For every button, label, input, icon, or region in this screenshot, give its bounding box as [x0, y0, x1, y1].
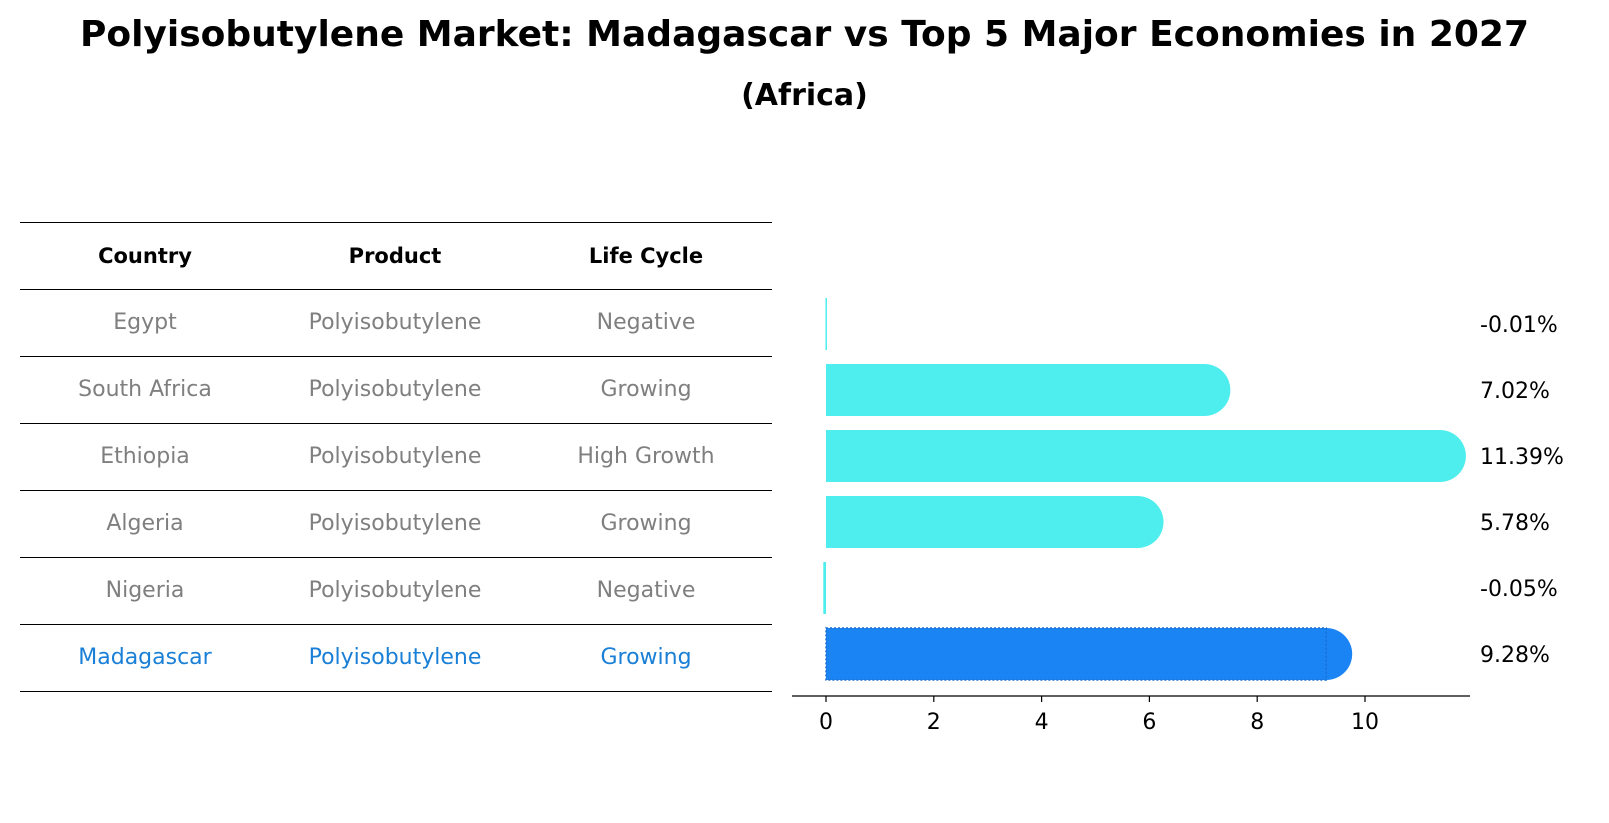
bar-value-label: 9.28% [1480, 643, 1550, 668]
bar-value-label: -0.01% [1480, 313, 1558, 338]
header-country: Country [98, 244, 192, 268]
product-cell: Polyisobutylene [308, 310, 482, 335]
chart-subtitle: (Africa) [741, 78, 868, 113]
table-header-row: Country Product Life Cycle [20, 222, 772, 289]
table-row: Egypt Polyisobutylene Negative [20, 289, 772, 356]
x-tick-label: 2 [927, 710, 941, 735]
product-cell: Polyisobutylene [308, 444, 482, 469]
bar [823, 562, 826, 614]
bar-value-label: -0.05% [1480, 577, 1558, 602]
header-life-cycle: Life Cycle [588, 244, 704, 268]
country-cell: Egypt [113, 310, 177, 335]
life-cycle-cell: Growing [600, 377, 692, 402]
data-table: Country Product Life Cycle Egypt Polyiso… [20, 222, 772, 692]
bar-cap [1178, 364, 1231, 416]
bar-cap [1111, 496, 1164, 548]
product-cell: Polyisobutylene [308, 645, 482, 670]
life-cycle-cell: Negative [596, 578, 696, 603]
country-cell: South Africa [78, 377, 212, 402]
bar [826, 628, 1327, 680]
bar [826, 364, 1205, 416]
bar-cap [1413, 430, 1466, 482]
country-cell: Ethiopia [100, 444, 190, 469]
table-row: Nigeria Polyisobutylene Negative [20, 557, 772, 624]
bar-value-label: 5.78% [1480, 511, 1550, 536]
bar-cap [1300, 628, 1353, 680]
header-product: Product [348, 244, 442, 268]
country-cell: Madagascar [78, 645, 212, 670]
life-cycle-cell: Negative [596, 310, 696, 335]
x-tick-label: 8 [1250, 710, 1264, 735]
x-tick-label: 6 [1142, 710, 1156, 735]
country-cell: Algeria [106, 511, 184, 536]
bar [826, 430, 1440, 482]
table-row: Ethiopia Polyisobutylene High Growth [20, 423, 772, 490]
country-cell: Nigeria [105, 578, 185, 603]
life-cycle-cell: Growing [600, 645, 692, 670]
x-tick-label: 10 [1351, 710, 1379, 735]
x-tick-label: 4 [1035, 710, 1049, 735]
bar [826, 496, 1138, 548]
bar-value-label: 7.02% [1480, 379, 1550, 404]
product-cell: Polyisobutylene [308, 377, 482, 402]
life-cycle-cell: High Growth [577, 444, 715, 469]
table-row: South Africa Polyisobutylene Growing [20, 356, 772, 423]
product-cell: Polyisobutylene [308, 578, 482, 603]
table-row-highlight: Madagascar Polyisobutylene Growing [20, 624, 772, 692]
chart-title: Polyisobutylene Market: Madagascar vs To… [79, 14, 1530, 55]
bar [825, 298, 827, 350]
life-cycle-cell: Growing [600, 511, 692, 536]
table-row: Algeria Polyisobutylene Growing [20, 490, 772, 557]
x-tick-label: 0 [819, 710, 833, 735]
product-cell: Polyisobutylene [308, 511, 482, 536]
bar-value-label: 11.39% [1480, 445, 1564, 470]
